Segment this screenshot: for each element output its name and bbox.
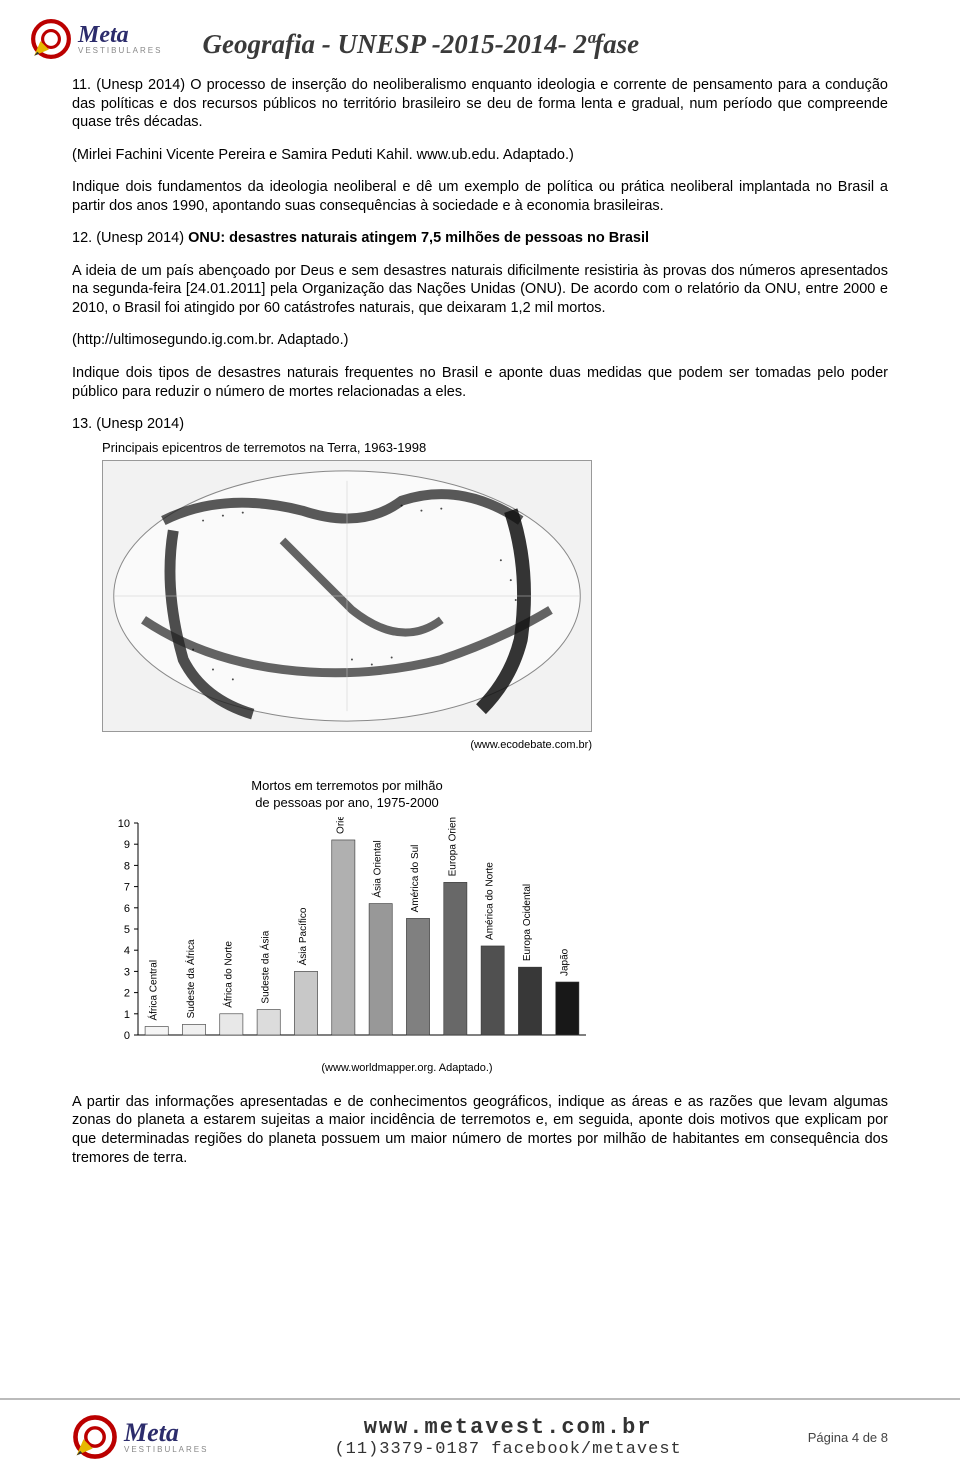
brand-logo-block: Meta VESTIBULARES bbox=[30, 18, 162, 60]
q11-source: (Mirlei Fachini Vicente Pereira e Samira… bbox=[72, 146, 888, 165]
svg-text:Ásia Oriental: Ásia Oriental bbox=[371, 840, 384, 897]
svg-text:Sudeste da África: Sudeste da África bbox=[184, 939, 197, 1018]
bar-1 bbox=[182, 1024, 205, 1035]
q13-lead: (Unesp 2014) bbox=[96, 416, 184, 432]
q13-fig1-title: Principais epicentros de terremotos na T… bbox=[102, 440, 888, 457]
q12-prompt: Indique dois tipos de desastres naturais… bbox=[72, 364, 888, 401]
q12-number: 12. bbox=[72, 230, 92, 246]
document-title: Geografia - UNESP -2015-2014- 2ªfase bbox=[202, 29, 639, 60]
svg-text:0: 0 bbox=[124, 1030, 130, 1042]
pencil-target-icon bbox=[30, 18, 72, 60]
q12-headline-line: 12. (Unesp 2014) ONU: desastres naturais… bbox=[72, 229, 888, 248]
footer-contact: (11)3379-0187 facebook/metavest bbox=[208, 1440, 807, 1459]
brand-sub: VESTIBULARES bbox=[78, 47, 162, 55]
q11-stem: 11. (Unesp 2014) O processo de inserção … bbox=[72, 76, 888, 132]
q13-number: 13. bbox=[72, 416, 92, 432]
q12-lead: (Unesp 2014) bbox=[96, 230, 188, 246]
svg-text:2: 2 bbox=[124, 987, 130, 999]
q13-bar-chart: Mortos em terremotos por milhão de pesso… bbox=[102, 778, 592, 1075]
q12-source: (http://ultimosegundo.ig.com.br. Adaptad… bbox=[72, 331, 888, 350]
q12-text: A ideia de um país abençoado por Deus e … bbox=[72, 262, 888, 318]
svg-text:América do Sul: América do Sul bbox=[410, 844, 421, 912]
bar-chart-svg: 0 1 2 3 4 5 6 7 8 9 10 África Central Sudeste da Áfr… bbox=[102, 817, 592, 1057]
svg-text:10: 10 bbox=[118, 818, 130, 830]
q13-lead-line: 13. (Unesp 2014) bbox=[72, 415, 888, 434]
world-epicenter-map bbox=[102, 460, 592, 732]
footer-brand-sub: VESTIBULARES bbox=[124, 1446, 208, 1454]
bar-2 bbox=[220, 1014, 243, 1035]
pencil-target-icon bbox=[72, 1414, 118, 1460]
svg-text:África Central: África Central bbox=[147, 960, 160, 1021]
bar-0 bbox=[145, 1026, 168, 1034]
chart-title: Mortos em terremotos por milhão de pesso… bbox=[102, 778, 592, 811]
bar-11 bbox=[556, 982, 579, 1035]
svg-text:4: 4 bbox=[124, 945, 130, 957]
page-content: 11. (Unesp 2014) O processo de inserção … bbox=[0, 64, 960, 1167]
svg-text:6: 6 bbox=[124, 903, 130, 915]
q12-headline: ONU: desastres naturais atingem 7,5 milh… bbox=[188, 230, 649, 246]
bar-5 bbox=[332, 840, 355, 1035]
bar-6 bbox=[369, 903, 392, 1034]
svg-text:Sudeste da Ásia: Sudeste da Ásia bbox=[259, 930, 272, 1003]
svg-text:África do Norte: África do Norte bbox=[221, 941, 234, 1008]
q13-prompt: A partir das informações apresentadas e … bbox=[72, 1093, 888, 1167]
svg-text:Europa Oriental: Europa Oriental bbox=[447, 817, 458, 876]
footer-logo: Meta VESTIBULARES bbox=[72, 1414, 208, 1460]
footer-center: www.metavest.com.br (11)3379-0187 facebo… bbox=[208, 1415, 807, 1459]
svg-text:1: 1 bbox=[124, 1009, 130, 1021]
svg-text:Europa Ocidental: Europa Ocidental bbox=[522, 884, 533, 961]
svg-text:8: 8 bbox=[124, 860, 130, 872]
svg-text:5: 5 bbox=[124, 924, 130, 936]
svg-text:Oriente Médio: Oriente Médio bbox=[335, 817, 346, 834]
chart-title-l2: de pessoas por ano, 1975-2000 bbox=[255, 795, 439, 810]
q11-text: (Unesp 2014) O processo de inserção do n… bbox=[72, 77, 888, 130]
q11-number: 11. bbox=[72, 77, 91, 93]
q11-prompt: Indique dois fundamentos da ideologia ne… bbox=[72, 178, 888, 215]
bar-3 bbox=[257, 1009, 280, 1034]
footer-brand-name: Meta bbox=[124, 1420, 208, 1446]
svg-text:9: 9 bbox=[124, 839, 130, 851]
page-number: Página 4 de 8 bbox=[808, 1430, 888, 1445]
svg-text:América do Norte: América do Norte bbox=[485, 862, 496, 940]
q13-figure-map: Principais epicentros de terremotos na T… bbox=[102, 440, 888, 753]
svg-text:Japão: Japão bbox=[559, 948, 570, 976]
bar-9 bbox=[481, 946, 504, 1035]
chart-title-l1: Mortos em terremotos por milhão bbox=[251, 778, 442, 793]
brand-name: Meta bbox=[78, 23, 162, 47]
svg-text:7: 7 bbox=[124, 881, 130, 893]
bar-8 bbox=[444, 882, 467, 1035]
q13-fig1-credit: (www.ecodebate.com.br) bbox=[102, 738, 592, 752]
page-footer: Meta VESTIBULARES www.metavest.com.br (1… bbox=[0, 1398, 960, 1482]
footer-url: www.metavest.com.br bbox=[208, 1415, 807, 1440]
svg-text:3: 3 bbox=[124, 966, 130, 978]
chart-credit: (www.worldmapper.org. Adaptado.) bbox=[222, 1061, 592, 1075]
bar-7 bbox=[406, 918, 429, 1035]
bar-10 bbox=[518, 967, 541, 1035]
doc-header: Meta VESTIBULARES Geografia - UNESP -201… bbox=[0, 0, 960, 64]
bar-4 bbox=[294, 971, 317, 1035]
svg-text:Ásia Pacífico: Ásia Pacífico bbox=[296, 907, 309, 965]
